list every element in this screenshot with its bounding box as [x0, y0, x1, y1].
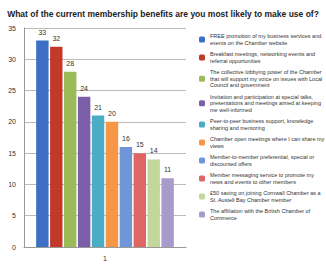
svg-text:What of the current membership: What of the current membership benefits … [7, 9, 319, 19]
svg-text:5: 5 [12, 212, 16, 219]
svg-text:Chamber open meetings where I: Chamber open meetings where I can share … [210, 136, 326, 142]
svg-text:20: 20 [108, 110, 116, 117]
svg-text:28: 28 [66, 60, 74, 67]
svg-text:Peer-to-peer business support,: Peer-to-peer business support, knowledge [210, 118, 315, 124]
svg-text:32: 32 [52, 35, 60, 42]
svg-text:11: 11 [164, 166, 171, 173]
svg-text:The collective lobbying power: The collective lobbying power of the Cha… [210, 69, 323, 75]
svg-text:referral opportunities: referral opportunities [210, 58, 261, 64]
svg-text:15: 15 [8, 150, 16, 157]
svg-text:discounted offers: discounted offers [210, 161, 252, 167]
svg-text:35: 35 [8, 25, 16, 32]
svg-text:21: 21 [94, 104, 102, 111]
svg-text:1: 1 [103, 255, 107, 262]
svg-text:24: 24 [80, 85, 88, 92]
svg-text:sharing and mentoring: sharing and mentoring [210, 125, 265, 131]
svg-text:St. Austell Bay Chamber member: St. Austell Bay Chamber member [210, 197, 291, 203]
svg-text:presentations and meetings aim: presentations and meetings aimed at keep… [210, 100, 323, 106]
svg-text:news and events to other membe: news and events to other members [210, 179, 296, 185]
svg-text:Member-to-member preferential,: Member-to-member preferential, special o… [210, 154, 316, 160]
svg-text:10: 10 [8, 181, 16, 188]
svg-text:20: 20 [8, 118, 16, 125]
svg-text:15: 15 [136, 141, 144, 148]
svg-text:33: 33 [38, 29, 46, 36]
svg-text:Invitation and participation a: Invitation and participation at special … [210, 94, 315, 100]
svg-text:that will support my voice on: that will support my voice on issues wit… [210, 76, 324, 82]
svg-text:30: 30 [8, 56, 16, 63]
svg-text:14: 14 [150, 147, 158, 154]
svg-text:events on the Chamber website: events on the Chamber website [210, 40, 287, 46]
svg-text:£50 saving on joining Cornwall: £50 saving on joining Cornwall Chamber a… [210, 190, 322, 196]
svg-text:me well-informed: me well-informed [210, 107, 252, 113]
svg-text:Council and government: Council and government [210, 82, 270, 88]
svg-text:views: views [210, 143, 224, 149]
svg-text:The affiliation with the Briti: The affiliation with the British Chamber… [210, 208, 312, 214]
svg-text:16: 16 [122, 135, 130, 142]
svg-text:0: 0 [12, 244, 16, 251]
svg-text:Breakfast meetings, networking: Breakfast meetings, networking events an… [210, 51, 317, 57]
svg-text:Member messaging service to pr: Member messaging service to promote my [210, 172, 315, 178]
svg-text:25: 25 [8, 87, 16, 94]
svg-text:Commerce: Commerce [210, 215, 237, 221]
svg-text:FREE promotion of my business: FREE promotion of my business services a… [210, 33, 323, 39]
